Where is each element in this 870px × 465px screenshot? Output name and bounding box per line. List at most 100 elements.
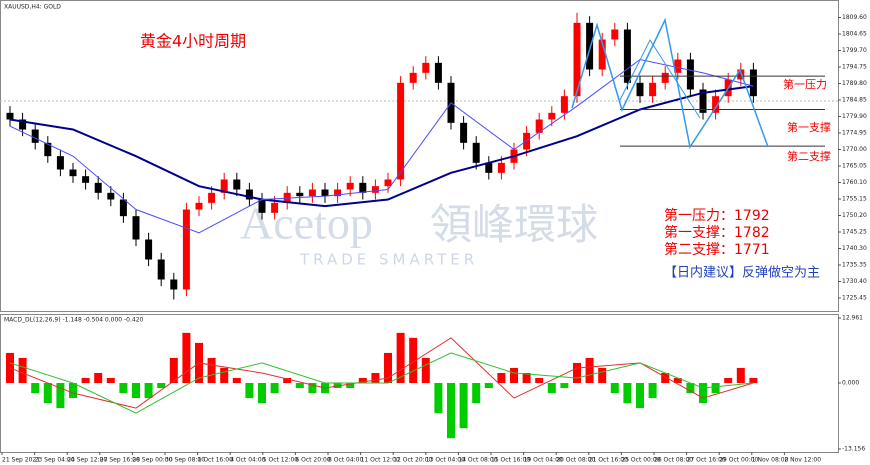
macd-bar <box>56 383 65 409</box>
macd-bar <box>585 357 594 384</box>
candle-body <box>82 176 90 183</box>
x-tick-label: 5 Oct 12:00 <box>263 457 298 464</box>
y-tick-label: 12.961 <box>842 315 863 322</box>
macd-bar <box>31 383 40 394</box>
x-tick-label: 12 Oct 20:00 <box>393 457 432 464</box>
candle-body <box>623 29 631 83</box>
x-tick-label: 15 Oct 16:00 <box>491 457 530 464</box>
x-tick-label: 2 Nov 12:00 <box>784 457 821 464</box>
macd-bar <box>232 377 241 384</box>
candle-body <box>674 59 682 73</box>
symbol-label: XAUUSD,H4: GOLD <box>4 4 61 11</box>
x-tick-label: 11 Oct 12:00 <box>361 457 400 464</box>
x-tick-label: 21 Oct 16:00 <box>589 457 628 464</box>
candle-body <box>611 29 619 40</box>
candle-body <box>472 142 480 163</box>
y-tick-label: 1804.65 <box>842 31 867 38</box>
macd-bar <box>421 357 430 384</box>
macd-bar <box>396 332 405 384</box>
y-tick-label: 1750.20 <box>842 212 867 219</box>
macd-bar <box>346 383 355 389</box>
candle-body <box>346 182 354 190</box>
candle-body <box>6 112 14 120</box>
macd-bar <box>522 372 531 384</box>
y-tick-label: 1799.70 <box>842 47 867 54</box>
candle-body <box>258 199 266 213</box>
y-tick-label: 1809.60 <box>842 14 867 21</box>
y-tick-label: 1730.40 <box>842 278 867 285</box>
candle-body <box>422 62 430 73</box>
x-tick-label: 23 Sep 04:00 <box>35 457 75 464</box>
candle-body <box>182 209 190 290</box>
candle-body <box>649 82 657 97</box>
candle-body <box>145 239 153 260</box>
x-tick-label: 29 Oct 00:00 <box>719 457 758 464</box>
y-tick-label: 0.000 <box>842 380 859 387</box>
candle-body <box>31 129 39 143</box>
plot <box>6 12 825 439</box>
macd-bar <box>661 372 670 384</box>
y-tick-label: 1794.75 <box>842 64 867 71</box>
macd-bar <box>207 357 216 384</box>
candle-body <box>636 82 644 97</box>
macd-bar <box>510 367 518 384</box>
macd-bar <box>270 383 279 394</box>
candle-body <box>220 179 228 193</box>
macd-bar <box>384 352 392 384</box>
candle-body <box>132 216 140 240</box>
candle-body <box>485 162 493 173</box>
x-tick-label: 21 Sep 2021 <box>2 457 40 464</box>
level-label: 第一支撑 <box>787 120 831 134</box>
macd-bar <box>623 383 632 404</box>
candle-body <box>119 199 127 217</box>
candle-body <box>94 182 102 193</box>
macd-line <box>9 352 754 414</box>
candle-body <box>661 72 669 83</box>
candle-body <box>195 202 203 210</box>
chart-title: 黄金4小时周期 <box>140 32 246 51</box>
macd-bar <box>132 383 140 399</box>
candle-body <box>586 22 594 70</box>
macd-bar <box>724 377 733 384</box>
macd-bar <box>447 383 455 439</box>
candle-body <box>69 169 77 177</box>
candle-body <box>573 22 581 97</box>
candle-body <box>245 189 253 200</box>
y-tick-label: 1779.90 <box>842 113 867 120</box>
x-tick-label: 26 Oct 08:00 <box>654 457 693 464</box>
candle-body <box>321 189 329 197</box>
macd-label: MACD_DL(12,26,9) -1.148 -0.504 0.000 -0.… <box>4 317 144 324</box>
macd-bar <box>81 377 90 384</box>
macd-bar <box>547 383 556 394</box>
y-tick-label: -13.156 <box>842 446 865 453</box>
x-tick-label: 1 Oct 16:00 <box>198 457 233 464</box>
macd-bar <box>573 362 581 384</box>
y-tick-label: 1760.10 <box>842 179 867 186</box>
candle-body <box>560 96 568 113</box>
y-tick-label: 1765.05 <box>842 163 867 170</box>
macd-bar <box>358 377 367 384</box>
macd-bar <box>169 357 178 384</box>
candle-body <box>359 182 367 193</box>
macd-bar <box>119 383 128 394</box>
y-tick-label: 1725.45 <box>842 295 867 302</box>
candle-body <box>384 179 392 187</box>
x-tick-label: 19 Oct 04:00 <box>524 457 563 464</box>
candle-body <box>460 122 468 143</box>
y-tick-label: 1755.15 <box>842 196 867 203</box>
x-tick-label: 28 Sep 00:00 <box>132 457 172 464</box>
macd-bar <box>258 383 266 404</box>
y-tick-label: 1784.85 <box>842 97 867 104</box>
macd-bar <box>497 372 506 384</box>
candle-body <box>535 119 543 133</box>
watermark: TRADE SMARTER <box>299 251 478 269</box>
candle-body <box>170 279 178 290</box>
macd-bar <box>686 383 695 394</box>
candle-body <box>157 259 165 280</box>
macd-bar <box>157 383 166 389</box>
x-tick-label: 4 Oct 04:00 <box>230 457 265 464</box>
x-tick-label: 1 Nov 08:00 <box>752 457 789 464</box>
candle-body <box>371 186 379 193</box>
candle-body <box>107 192 115 200</box>
